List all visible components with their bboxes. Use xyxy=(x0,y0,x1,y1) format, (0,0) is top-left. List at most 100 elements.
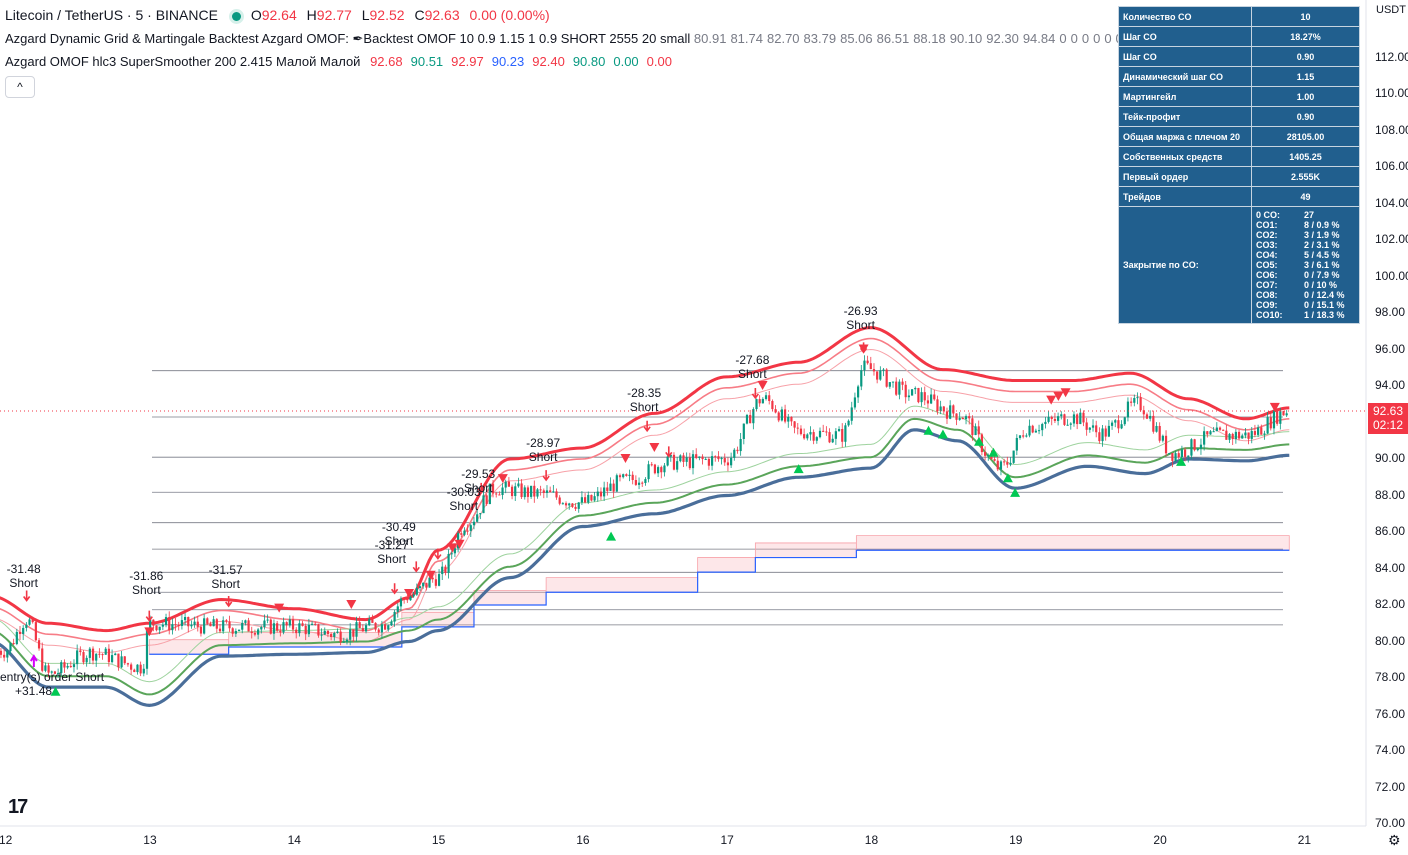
stats-row: Трейдов 49 xyxy=(1118,186,1360,207)
candle-body xyxy=(571,503,574,507)
candle-body xyxy=(1171,453,1174,461)
short-entry-arrow-icon xyxy=(434,548,442,560)
candle-body xyxy=(933,394,936,400)
indicator-1-value: 82.70 xyxy=(767,31,800,46)
candle-body xyxy=(28,619,31,625)
indicator-2-value: 90.80 xyxy=(572,54,606,69)
indicator-2-name[interactable]: Azgard OMOF hlc3 SuperSmoother 200 2.415… xyxy=(5,54,361,69)
candle-body xyxy=(1142,410,1145,415)
candle-body xyxy=(231,628,234,634)
candle-body xyxy=(441,566,444,575)
candle-body xyxy=(1225,430,1228,440)
candle-body xyxy=(1028,425,1031,436)
candle-body xyxy=(418,586,422,589)
candle-body xyxy=(1104,428,1107,437)
candle-body xyxy=(996,460,999,470)
candle-body xyxy=(1218,427,1222,430)
candle-body xyxy=(263,620,266,628)
indicator-row-2[interactable]: Azgard OMOF hlc3 SuperSmoother 200 2.415… xyxy=(5,53,686,71)
candle-body xyxy=(603,487,606,497)
short-entry-arrow-icon xyxy=(643,420,651,433)
collapse-legend-button[interactable]: ^ xyxy=(5,76,35,98)
stats-value: 28105.00 xyxy=(1251,126,1360,147)
close-by-co-values: 0 CO: 27 CO1: 8 / 0.9 % CO2: 3 / 1.9 % CO3: 2 /… xyxy=(1251,206,1360,324)
candle-body xyxy=(63,662,66,668)
buy-marker-icon xyxy=(793,464,804,474)
candle-body xyxy=(1098,432,1101,442)
indicator-row-1[interactable]: Azgard Dynamic Grid & Martingale Backtes… xyxy=(5,30,1240,48)
candle-body xyxy=(676,461,679,470)
close-by-co-item: CO7: 0 / 10 % xyxy=(1256,280,1338,290)
buy-marker-icon xyxy=(1010,487,1021,497)
symbol-title[interactable]: Litecoin / TetherUS · 5 · BINANCE xyxy=(5,7,218,23)
candle-body xyxy=(755,399,758,410)
candle-body xyxy=(1082,412,1085,423)
candle-body xyxy=(383,624,387,630)
time-tick-label: 18 xyxy=(864,833,879,847)
close-by-co-item: CO6: 0 / 7.9 % xyxy=(1256,270,1340,280)
candle-body xyxy=(510,486,514,497)
candle-body xyxy=(679,455,682,462)
candle-body xyxy=(714,456,717,458)
candle-body xyxy=(606,487,609,491)
indicator-1-value: 88.18 xyxy=(913,31,946,46)
current-price: 92.63 xyxy=(1372,404,1404,418)
candle-body xyxy=(301,623,304,626)
candle-body xyxy=(850,407,853,421)
candle-body xyxy=(777,412,780,421)
candle-body xyxy=(377,629,380,633)
candle-body xyxy=(304,625,307,635)
short-entry-arrow-icon xyxy=(412,561,420,573)
candle-body xyxy=(437,574,441,586)
candle-body xyxy=(888,382,891,387)
candle-body xyxy=(577,502,580,509)
buy-marker-icon xyxy=(923,425,934,435)
candle-body xyxy=(564,503,568,506)
candle-body xyxy=(174,624,177,626)
candle-body xyxy=(653,464,657,474)
currency-label[interactable]: USDT xyxy=(1376,4,1406,16)
price-tick-label: 102.00 xyxy=(1375,232,1408,246)
candle-body xyxy=(517,483,520,487)
candle-body xyxy=(923,392,926,401)
close-by-co-item: CO5: 3 / 6.1 % xyxy=(1256,260,1340,270)
candle-body xyxy=(69,665,72,668)
sell-marker-icon xyxy=(274,603,285,613)
candle-body xyxy=(825,431,828,433)
candle-body xyxy=(1041,424,1044,431)
sell-marker-icon xyxy=(346,600,357,609)
candle-body xyxy=(498,494,501,496)
trade-side: Short xyxy=(528,449,558,464)
candle-body xyxy=(180,620,184,626)
candle-body xyxy=(682,455,685,462)
candle-body xyxy=(895,381,898,395)
candle-body xyxy=(1069,423,1072,425)
candle-body xyxy=(1130,401,1133,403)
tradingview-logo-icon[interactable]: 17 xyxy=(8,796,28,818)
candle-body xyxy=(291,619,295,630)
candle-body xyxy=(47,665,50,673)
sell-marker-icon xyxy=(144,627,155,637)
candle-body xyxy=(269,619,272,634)
candle-body xyxy=(907,395,910,398)
candle-body xyxy=(726,462,730,466)
stats-value: 2.555K xyxy=(1251,166,1360,187)
candle-body xyxy=(1145,414,1149,419)
candle-body xyxy=(1025,435,1028,437)
candle-body xyxy=(590,494,593,501)
candle-body xyxy=(1139,397,1142,411)
stats-key: Шаг CO xyxy=(1118,46,1252,67)
candle-body xyxy=(342,641,345,643)
candle-body xyxy=(396,606,399,612)
candle-body xyxy=(1279,411,1282,424)
stats-value: 49 xyxy=(1251,186,1360,207)
settings-gear-icon[interactable]: ⚙ xyxy=(1388,832,1401,848)
indicator-1-name[interactable]: Azgard Dynamic Grid & Martingale Backtes… xyxy=(5,31,259,46)
candle-body xyxy=(253,633,257,635)
price-tick-label: 104.00 xyxy=(1375,195,1408,210)
candle-body xyxy=(1247,432,1250,439)
trade-side: Short xyxy=(9,575,38,590)
trade-annotation: -26.93 Short xyxy=(844,304,878,332)
candle-body xyxy=(152,619,155,626)
